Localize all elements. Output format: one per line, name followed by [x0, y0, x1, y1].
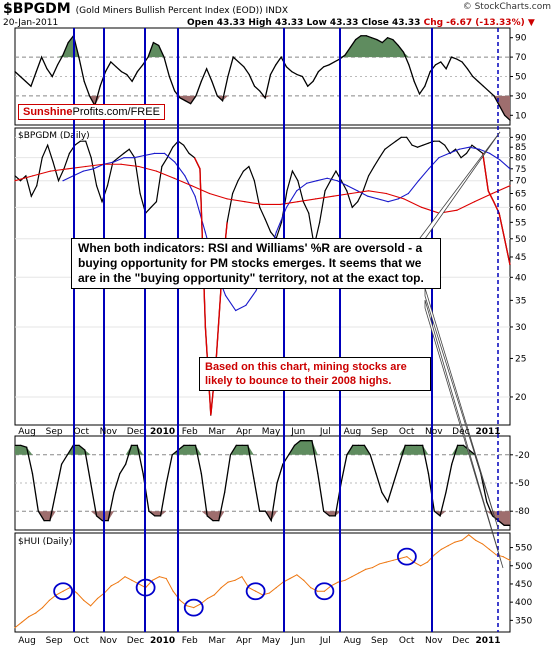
y-tick-label: 50 [515, 235, 527, 245]
y-tick-label: -50 [515, 479, 530, 489]
x-tick-label: Apr [236, 636, 252, 646]
chart-title: $BPGDM (Gold Miners Bullish Percent Inde… [3, 1, 288, 17]
y-tick-label: 450 [515, 580, 532, 590]
x-tick-label: 2010 [150, 427, 175, 437]
ohlc-readout: Open 43.33 High 43.33 Low 43.33 Close 43… [187, 18, 535, 28]
callout-pointer-2 [424, 287, 499, 529]
y-tick-label: 90 [515, 34, 527, 44]
ohlc-values: Open 43.33 High 43.33 Low 43.33 Close 43… [187, 18, 421, 28]
x-tick-label: Nov [425, 636, 443, 646]
y-tick-label: 30 [515, 323, 527, 333]
y-tick-label: 90 [515, 133, 527, 143]
x-tick-label: 2011 [475, 636, 500, 646]
x-tick-label: Aug [344, 427, 362, 437]
x-tick-label: Dec [127, 427, 144, 437]
x-tick-label: Mar [208, 636, 225, 646]
hui-line [14, 534, 511, 629]
buy-signal-circle [396, 547, 417, 566]
y-tick-label: 550 [515, 544, 532, 554]
buy-signal-circle [245, 582, 266, 601]
badge-brand-1: Sunshine [23, 106, 73, 118]
y-tick-label: 35 [515, 296, 526, 306]
x-tick-label: Mar [208, 427, 225, 437]
ma_short-line [62, 146, 511, 312]
annotation-main: When both indicators: RSI and Williams' … [71, 238, 441, 289]
x-tick-label: Nov [100, 636, 118, 646]
x-tick-label: Oct [399, 636, 415, 646]
rsi-overbought-fill [15, 35, 510, 58]
recent-price-line [482, 153, 511, 265]
williams-line [15, 440, 510, 526]
x-tick-label: Jun [290, 427, 305, 437]
main-panel-label: $BPGDM (Daily) [18, 131, 90, 141]
annotation-secondary: Based on this chart, mining stocks are l… [199, 357, 431, 391]
x-tick-label: Jul [319, 636, 331, 646]
buy-signal-circle [314, 582, 335, 601]
down-arrow-icon: ▼ [527, 18, 535, 28]
y-tick-label: 80 [515, 154, 527, 164]
buy-signal-circle [183, 598, 204, 617]
panel-frame-3 [14, 532, 511, 633]
x-tick-label: Dec [452, 427, 469, 437]
y-tick-label: 70 [515, 53, 527, 63]
y-tick-label: 10 [515, 111, 527, 121]
x-tick-label: Sep [46, 636, 63, 646]
x-tick-label: Oct [73, 427, 89, 437]
price-line [14, 136, 511, 416]
x-tick-label: Oct [73, 636, 89, 646]
rsi-line [14, 34, 511, 121]
x-tick-label: May [262, 427, 281, 437]
y-tick-label: 25 [515, 354, 526, 364]
y-tick-label: 45 [515, 253, 526, 263]
x-tick-label: Jul [319, 427, 331, 437]
x-tick-label: Sep [46, 427, 63, 437]
x-tick-label: May [262, 636, 281, 646]
y-tick-label: -20 [515, 451, 530, 461]
x-tick-label: 2010 [150, 636, 175, 646]
badge-brand-2: Profits.com/FREE [72, 106, 160, 118]
x-tick-label: Aug [18, 427, 36, 437]
y-tick-label: 40 [515, 273, 527, 283]
ma_long-line [14, 163, 511, 214]
y-tick-label: -80 [515, 507, 530, 517]
x-tick-label: 2011 [475, 427, 500, 437]
x-tick-label: Feb [182, 636, 198, 646]
x-tick-label: Aug [18, 636, 36, 646]
y-tick-label: 500 [515, 562, 532, 572]
stockcharts-brand: © StockCharts.com [462, 2, 551, 12]
y-tick-label: 65 [515, 190, 526, 200]
sunshine-profits-badge: SunshineProfits.com/FREE [18, 104, 165, 120]
x-tick-label: Dec [452, 636, 469, 646]
y-tick-label: 20 [515, 393, 527, 403]
y-tick-label: 85 [515, 143, 526, 153]
x-tick-label: Feb [182, 427, 198, 437]
y-tick-label: 60 [515, 203, 527, 213]
buy-signal-circle [53, 582, 74, 601]
x-tick-label: Apr [236, 427, 252, 437]
y-tick-label: 70 [515, 177, 527, 187]
change-value: Chg -6.67 (-13.33%) [423, 18, 525, 28]
callout-pointer-3 [424, 299, 504, 569]
x-tick-label: Sep [371, 636, 388, 646]
x-tick-label: Oct [399, 427, 415, 437]
symbol-description: (Gold Miners Bullish Percent Index (EOD)… [75, 6, 288, 16]
y-tick-label: 400 [515, 598, 532, 608]
x-tick-label: Aug [344, 636, 362, 646]
hui-panel-label: $HUI (Daily) [18, 537, 72, 547]
y-tick-label: 75 [515, 165, 526, 175]
x-tick-label: Nov [100, 427, 118, 437]
x-tick-label: Sep [371, 427, 388, 437]
y-tick-label: 55 [515, 218, 526, 228]
x-tick-label: Nov [425, 427, 443, 437]
y-tick-label: 50 [515, 73, 527, 83]
symbol: $BPGDM [3, 1, 71, 17]
chart-date: 20-Jan-2011 [3, 18, 59, 28]
x-tick-label: Dec [127, 636, 144, 646]
y-tick-label: 30 [515, 92, 527, 102]
y-tick-label: 350 [515, 616, 532, 626]
x-tick-label: Jun [290, 636, 305, 646]
